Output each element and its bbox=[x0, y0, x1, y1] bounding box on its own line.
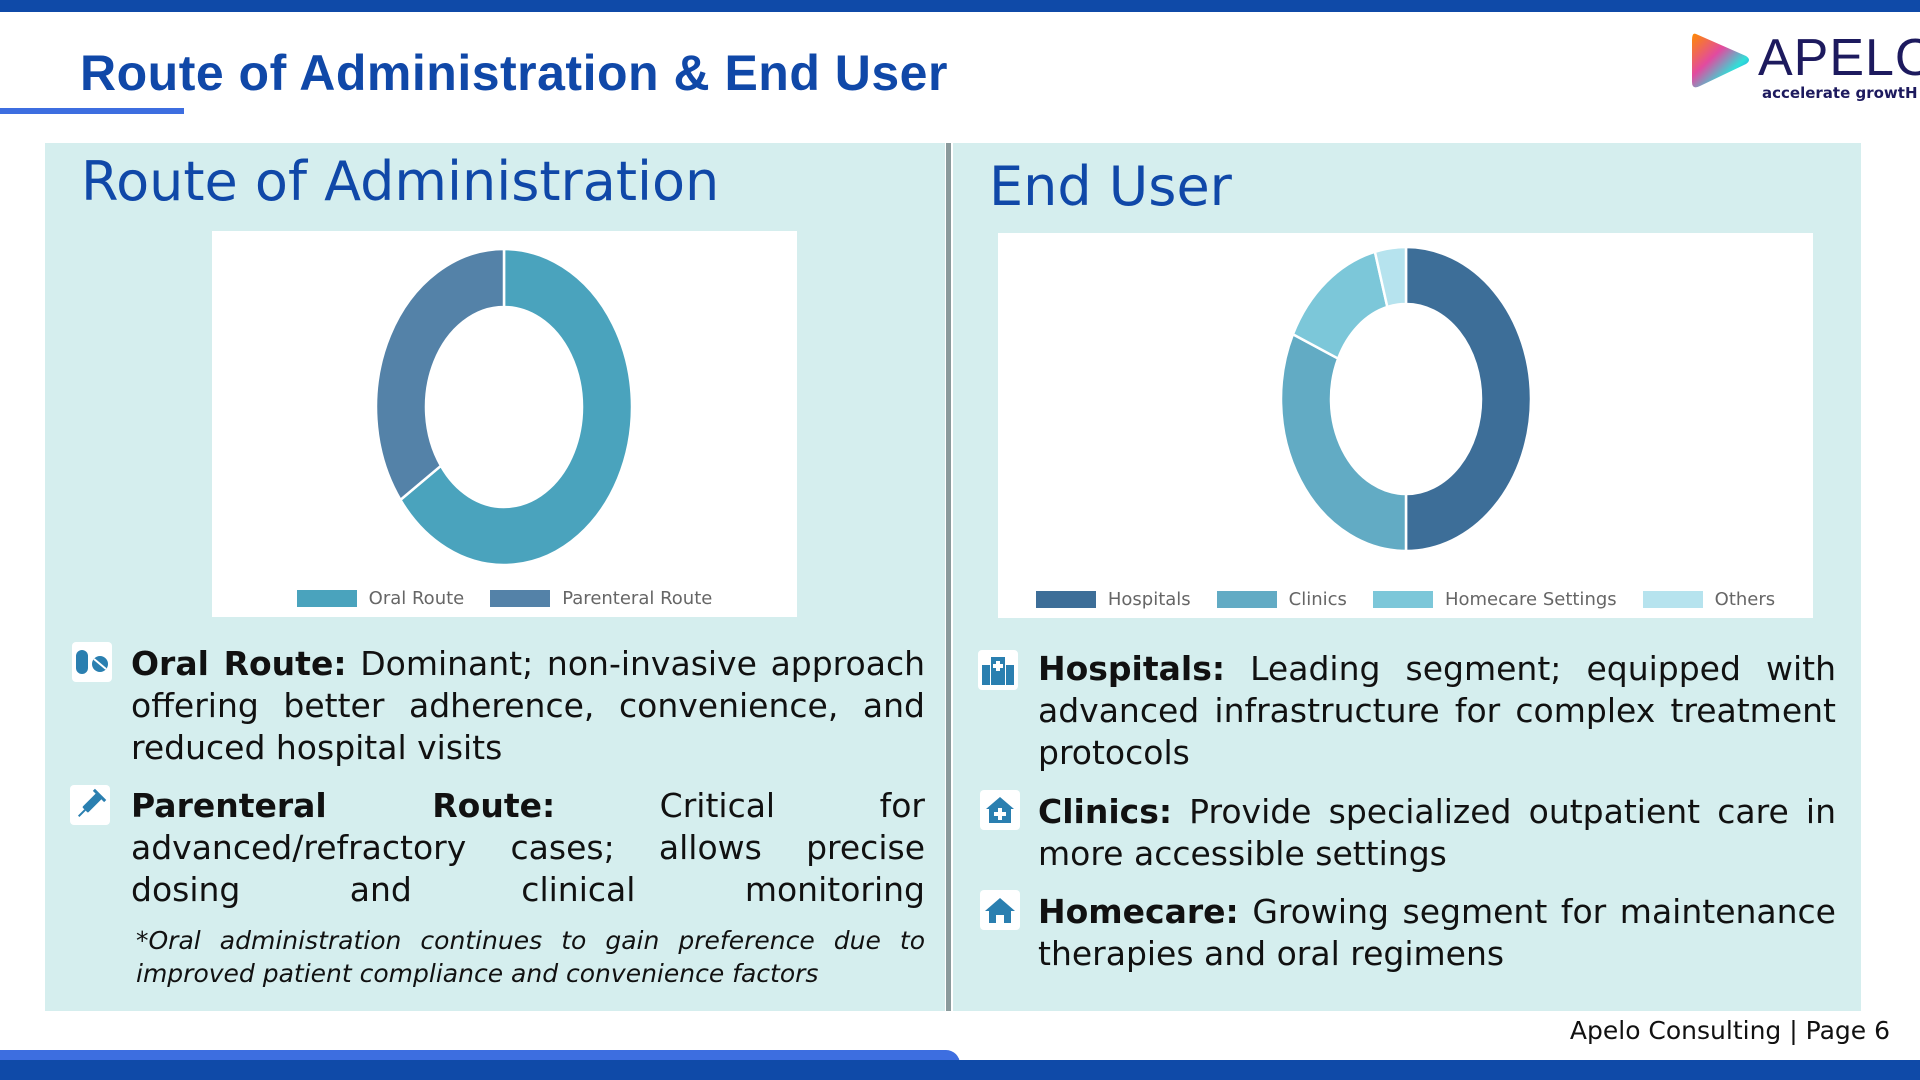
bullet-text: Critical for advanced/refractory cases; … bbox=[131, 786, 925, 909]
hospital-icon bbox=[978, 650, 1018, 690]
legend-label: Oral Route bbox=[368, 588, 465, 609]
clinics-bullet: Clinics: Provide specialized outpatient … bbox=[1038, 791, 1836, 875]
route-donut bbox=[374, 247, 634, 567]
panel-divider bbox=[946, 143, 951, 1011]
parenteral-route-bullet: Parenteral Route: Critical for advanced/… bbox=[131, 785, 925, 911]
bullet-text: Growing segment for maintenance therapie… bbox=[1038, 892, 1836, 973]
legend-swatch bbox=[296, 590, 357, 607]
route-heading: Route of Administration bbox=[81, 150, 720, 213]
bullet-text: Leading segment; equipped with advanced … bbox=[1038, 649, 1836, 772]
legend-swatch bbox=[1035, 591, 1096, 608]
home-icon bbox=[980, 890, 1020, 930]
donut-slice-parenteral-route bbox=[374, 247, 506, 502]
legend-item: Oral Route bbox=[296, 588, 465, 609]
bullet-label: Clinics: bbox=[1038, 792, 1173, 831]
bullet-text: Dominant; non-invasive approach offering… bbox=[131, 644, 925, 767]
legend-label: Others bbox=[1714, 589, 1776, 610]
legend-swatch bbox=[1216, 591, 1277, 608]
logo-tagline: accelerate growtH bbox=[1762, 84, 1918, 102]
legend-item: Others bbox=[1642, 589, 1776, 610]
bullet-label: Parenteral Route: bbox=[131, 786, 556, 825]
donut-slice-clinics bbox=[1279, 332, 1408, 553]
legend-label: Parenteral Route bbox=[562, 588, 713, 609]
footnote: *Oral administration continues to gain p… bbox=[136, 926, 925, 988]
route-chart: Oral Route Parenteral Route bbox=[212, 231, 797, 617]
end-user-heading: End User bbox=[989, 155, 1232, 218]
legend-label: Clinics bbox=[1288, 589, 1347, 610]
legend-item: Clinics bbox=[1216, 589, 1347, 610]
homecare-bullet: Homecare: Growing segment for maintenanc… bbox=[1038, 891, 1836, 975]
clinic-icon bbox=[980, 790, 1020, 830]
legend-label: Hospitals bbox=[1107, 589, 1191, 610]
end-user-chart: Hospitals Clinics Homecare Settings Others bbox=[998, 233, 1813, 618]
bullet-label: Oral Route: bbox=[131, 644, 347, 683]
donut-slice-others bbox=[1373, 245, 1408, 309]
donut-slice-homecare-settings bbox=[1291, 250, 1389, 361]
page-title: Route of Administration & End User bbox=[80, 45, 948, 101]
pills-icon bbox=[72, 642, 112, 682]
end-user-legend: Hospitals Clinics Homecare Settings Others bbox=[998, 589, 1813, 610]
logo-mark-icon bbox=[1692, 33, 1749, 88]
title-underline bbox=[0, 108, 184, 114]
footer-page-label: Apelo Consulting | Page 6 bbox=[1569, 1016, 1890, 1045]
bullet-label: Hospitals: bbox=[1038, 649, 1226, 688]
oral-route-bullet: Oral Route: Dominant; non-invasive appro… bbox=[131, 643, 925, 769]
logo-word: APELO bbox=[1758, 29, 1920, 87]
top-bar bbox=[0, 0, 1920, 12]
route-legend: Oral Route Parenteral Route bbox=[212, 588, 797, 609]
bullet-text: Provide specialized outpatient care in m… bbox=[1038, 792, 1836, 873]
bottom-bar bbox=[0, 1060, 1920, 1080]
apelo-logo: APELO accelerate growtH bbox=[1688, 26, 1920, 106]
hospitals-bullet: Hospitals: Leading segment; equipped wit… bbox=[1038, 648, 1836, 774]
donut-slice-hospitals bbox=[1404, 245, 1533, 553]
legend-item: Parenteral Route bbox=[490, 588, 712, 609]
legend-label: Homecare Settings bbox=[1444, 589, 1617, 610]
syringe-icon bbox=[70, 785, 110, 825]
legend-swatch bbox=[1642, 591, 1703, 608]
donut-slice-oral-route bbox=[398, 247, 634, 567]
legend-swatch bbox=[490, 590, 551, 607]
legend-item: Hospitals bbox=[1035, 589, 1191, 610]
bullet-label: Homecare: bbox=[1038, 892, 1239, 931]
legend-item: Homecare Settings bbox=[1372, 589, 1617, 610]
end-user-donut bbox=[1279, 245, 1533, 553]
legend-swatch bbox=[1372, 591, 1433, 608]
